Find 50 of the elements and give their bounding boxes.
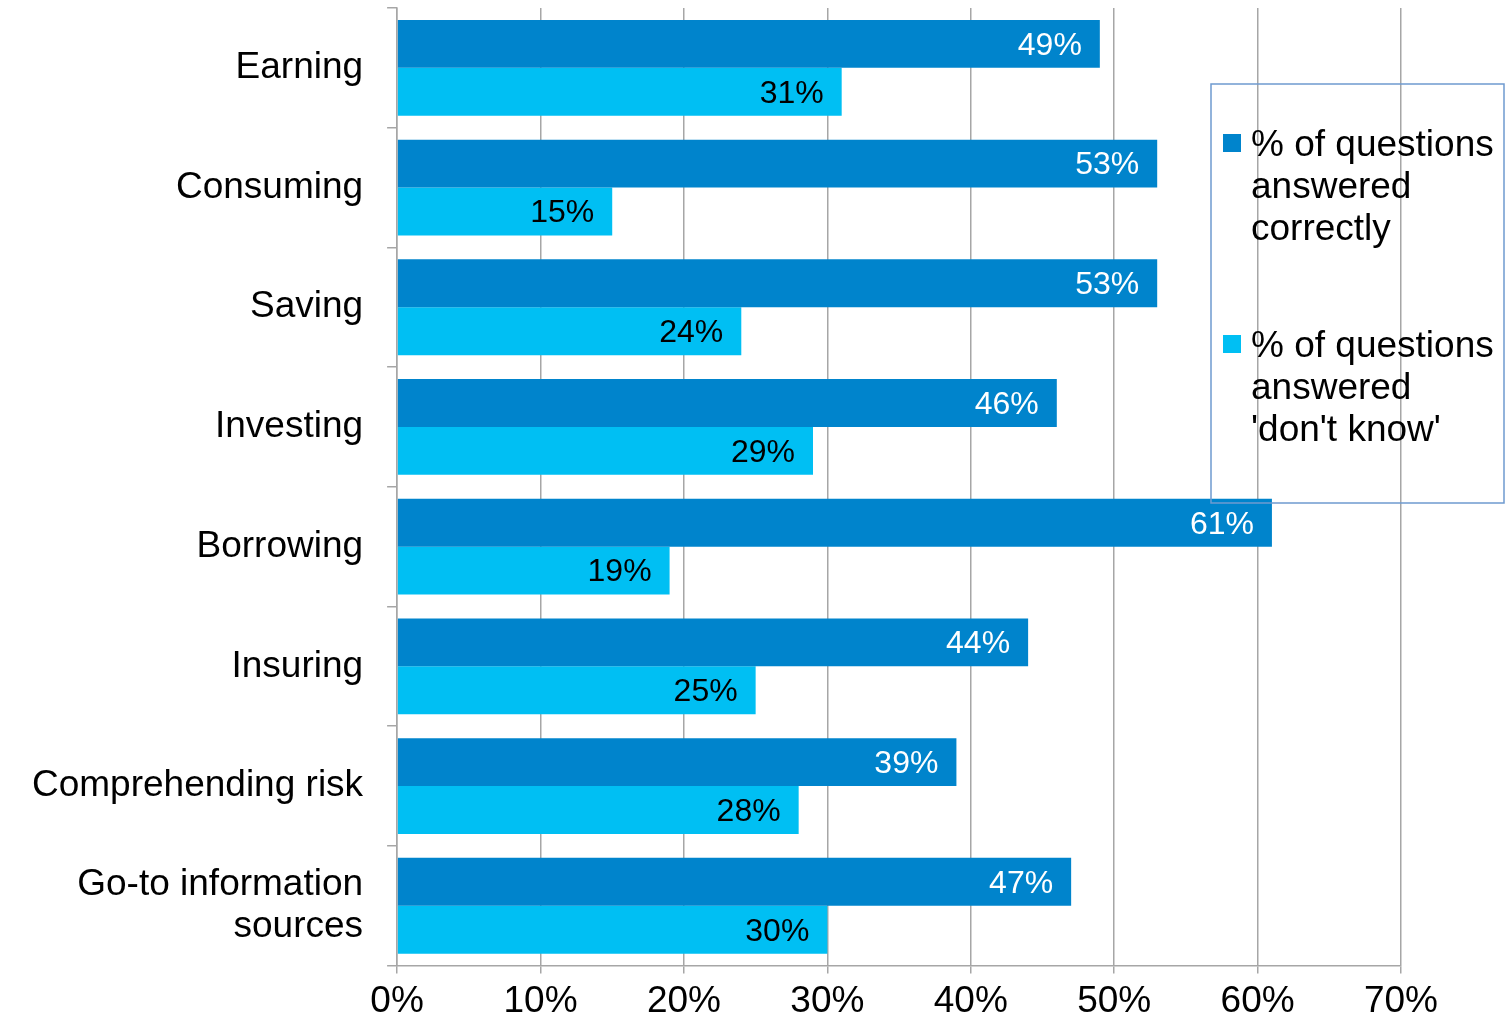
bar xyxy=(397,426,813,475)
bar xyxy=(397,67,842,116)
bar xyxy=(397,139,1158,188)
data-label: 49% xyxy=(1017,25,1082,62)
data-label: 24% xyxy=(659,313,724,350)
y-tick-label: Saving xyxy=(249,284,364,326)
bar xyxy=(397,618,1029,667)
bar xyxy=(397,905,828,954)
data-label: 53% xyxy=(1075,265,1140,302)
data-label: 31% xyxy=(759,73,824,110)
x-tick-label: 10% xyxy=(503,979,578,1020)
y-tick-label: Insuring xyxy=(231,643,364,685)
bar xyxy=(397,498,1272,547)
legend-label: % of questions answered 'don't know' xyxy=(1251,324,1494,450)
bar xyxy=(397,786,799,834)
data-label: 47% xyxy=(989,863,1054,900)
x-tick-label: 50% xyxy=(1077,979,1152,1020)
x-tick-label: 0% xyxy=(370,979,424,1020)
data-label: 19% xyxy=(587,552,652,589)
data-label: 53% xyxy=(1075,145,1140,182)
data-label: 15% xyxy=(530,193,595,230)
bar xyxy=(397,187,613,236)
y-tick-label: Consuming xyxy=(175,164,364,206)
y-tick-label: Go-to information sources xyxy=(77,862,364,945)
y-tick-label: Comprehending risk xyxy=(31,763,364,805)
x-tick-label: 40% xyxy=(933,979,1008,1020)
bar xyxy=(397,19,1100,68)
bar xyxy=(397,307,742,356)
x-tick-label: 60% xyxy=(1220,979,1295,1020)
x-tick-label: 20% xyxy=(646,979,721,1020)
legend-label: % of questions answered correctly xyxy=(1251,123,1494,249)
bar xyxy=(397,738,957,787)
bar xyxy=(397,546,670,595)
y-tick-label: Borrowing xyxy=(196,523,364,565)
y-tick-label: Earning xyxy=(235,45,364,87)
bar xyxy=(397,666,756,715)
data-label: 44% xyxy=(946,624,1011,661)
data-label: 28% xyxy=(716,791,781,828)
data-label: 61% xyxy=(1189,504,1254,541)
data-label: 30% xyxy=(745,911,810,948)
data-label: 25% xyxy=(673,672,738,709)
x-tick-label: 70% xyxy=(1363,979,1439,1020)
data-label: 39% xyxy=(874,743,939,780)
bar xyxy=(397,857,1072,906)
bar xyxy=(397,379,1057,427)
y-tick-label: Investing xyxy=(215,404,364,446)
bar xyxy=(397,259,1158,308)
data-label: 29% xyxy=(730,432,795,469)
x-tick-label: 30% xyxy=(790,979,865,1020)
data-label: 46% xyxy=(974,384,1039,421)
